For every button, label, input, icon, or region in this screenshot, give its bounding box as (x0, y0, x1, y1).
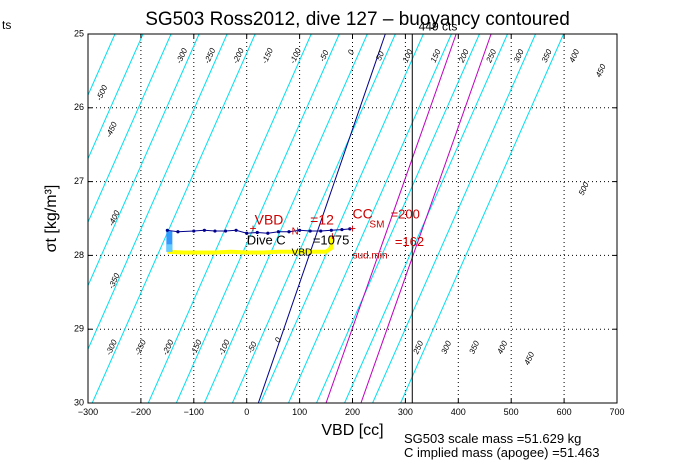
dive-trace-point (255, 230, 259, 235)
dive-trace-point (340, 227, 344, 232)
chart-annotation: sud.min (353, 250, 388, 261)
buoyancy-contour-line (400, 34, 565, 403)
buoyancy-contour-line (88, 34, 228, 351)
x-tick-label: 400 (451, 407, 466, 417)
x-tick-label: 100 (292, 407, 307, 417)
plot-content: -500-450-400-350-300-300 -250 -200 -150 -100… (0, 34, 608, 403)
chart-annotation: SM (369, 219, 384, 230)
buoyancy-contour-line (231, 34, 396, 403)
x-tick-label: 200 (345, 407, 360, 417)
buoyancy-contour-line (88, 34, 172, 224)
dive-trace-point (213, 229, 217, 233)
dive-trace-point (245, 231, 249, 235)
buoyancy-contour-line (88, 34, 144, 160)
y-tick-label: 30 (74, 397, 84, 407)
buoyancy-contour-line (0, 34, 31, 403)
y-tick-label: 29 (74, 324, 84, 334)
dive-trace-point (223, 229, 228, 233)
dive-trace-point (287, 230, 291, 234)
implied-mass-text: C implied mass (apogee) =51.463 (404, 445, 600, 460)
reference-line-cc_sm (325, 34, 457, 403)
dive-trace (167, 228, 350, 234)
chart-annotation: =162 (395, 234, 424, 249)
buoyancy-contour-line (259, 34, 424, 403)
chart-annotation: CC (353, 206, 373, 222)
chart-annotation: VBD (292, 247, 313, 258)
y-tick-label: 26 (74, 102, 84, 112)
contour-label: 0 (346, 48, 356, 56)
marker: + (329, 229, 336, 243)
buoyancy-contour-line (288, 34, 452, 403)
dive-trace-point (165, 228, 169, 232)
chart-annotation: =12 (310, 211, 334, 227)
contour-label: 0 (273, 336, 283, 344)
reference-line-neutral (257, 34, 386, 403)
buoyancy-contour-line (316, 34, 480, 403)
trace-turn-block-light (166, 244, 173, 252)
corner-text: ts (2, 18, 12, 32)
x-tick-label: 600 (557, 407, 572, 417)
buoyancy-contour-line (203, 34, 368, 403)
dive-trace-point (348, 227, 352, 231)
dive-trace-point (298, 228, 302, 232)
y-axis-label: σt [kg/m³] (43, 185, 60, 253)
marker: + (349, 222, 356, 236)
dive-trace-point (176, 230, 180, 234)
dive-trace-point (266, 231, 270, 235)
x-tick-label: 300 (398, 407, 413, 417)
buoyancy-contours (0, 34, 565, 403)
dive-trace-point (329, 228, 333, 232)
y-tick-label: 27 (74, 176, 84, 186)
chart-annotation: VBD (255, 211, 284, 227)
dive-trace-point (192, 229, 196, 233)
chart-annotation: =1075 (313, 232, 350, 247)
x-tick-label: 500 (504, 407, 519, 417)
chart-title: SG503 Ross2012, dive 127 – buoyancy cont… (145, 9, 570, 30)
dive-trace-point (202, 228, 206, 232)
buoyancy-contour-line (175, 34, 340, 403)
y-tick-label: 28 (74, 250, 84, 260)
chart-annotation: =200 (391, 207, 420, 222)
chart-annotation: N (292, 227, 299, 238)
dive-trace-point (319, 229, 323, 233)
y-tick-label: 25 (74, 28, 84, 38)
dive-trace-point (308, 229, 312, 233)
x-axis-label: VBD [cc] (321, 422, 383, 439)
dive-trace-point (276, 230, 281, 234)
x-tick-label: −300 (78, 407, 98, 417)
chart-annotation: 449 cts (419, 19, 458, 33)
chart-annotation: Dive C (247, 232, 286, 247)
scale-mass-text: SG503 scale mass =51.629 kg (404, 431, 582, 446)
x-tick-label: −200 (131, 407, 151, 417)
contour-label: 50 (374, 50, 386, 62)
marker: + (250, 222, 257, 236)
x-tick-label: 0 (244, 407, 249, 417)
x-tick-label: −100 (184, 407, 204, 417)
buoyancy-contour-line (91, 34, 256, 403)
climb-trace (167, 236, 334, 255)
reference-line-cc_sud_min (360, 34, 492, 403)
dive-trace-point (234, 228, 238, 232)
buoyancy-contour-line (147, 34, 312, 403)
buoyancy-contour-line (0, 34, 3, 403)
buoyancy-contour-line (372, 34, 536, 403)
trace-turn-block (166, 231, 173, 252)
buoyancy-contour-line (88, 34, 200, 287)
x-tick-label: 700 (609, 407, 624, 417)
